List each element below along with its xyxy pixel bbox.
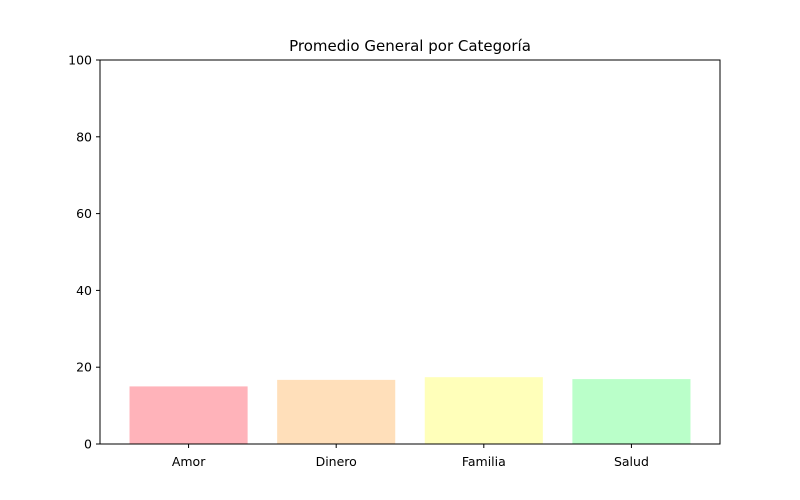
- y-tick-label: 80: [76, 129, 92, 144]
- x-axis-ticks: Amor Dinero Familia Salud: [172, 444, 649, 469]
- bar-amor: [129, 386, 248, 444]
- y-axis-ticks: 0 20 40 60 80 100: [68, 53, 100, 452]
- bar-salud: [572, 379, 691, 444]
- bar-dinero: [277, 379, 396, 444]
- chart-title: Promedio General por Categoría: [289, 37, 531, 55]
- y-tick-label: 100: [68, 53, 92, 68]
- x-tick-label: Amor: [172, 454, 206, 469]
- x-tick-label: Familia: [462, 454, 506, 469]
- y-tick-label: 0: [84, 437, 92, 452]
- x-tick-label: Salud: [614, 454, 649, 469]
- plot-frame: [99, 59, 721, 445]
- bars-group: [129, 377, 691, 444]
- y-tick-label: 40: [76, 283, 92, 298]
- y-tick-label: 60: [76, 206, 92, 221]
- bar-familia: [424, 377, 543, 444]
- y-tick-label: 20: [76, 360, 92, 375]
- x-tick-label: Dinero: [316, 454, 357, 469]
